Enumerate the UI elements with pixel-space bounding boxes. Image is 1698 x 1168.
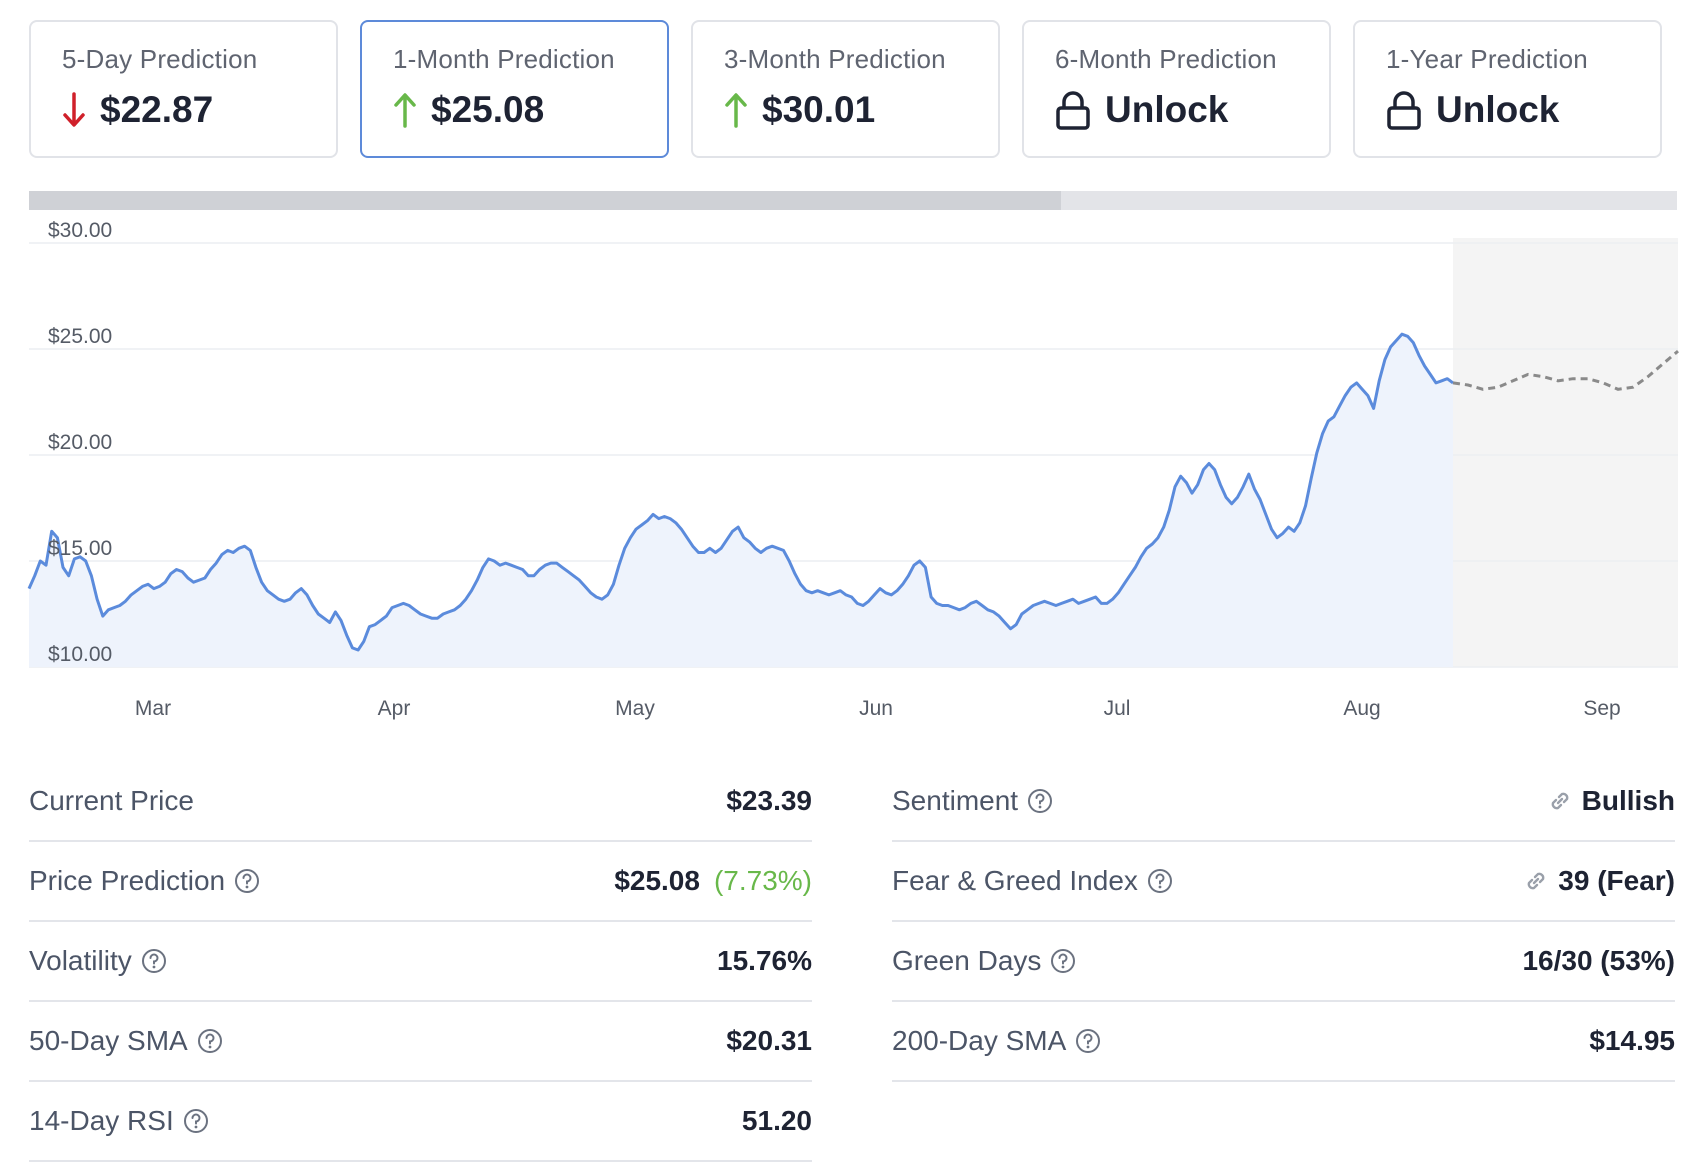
stat-row-200-day-sma: 200-Day SMA $14.95 bbox=[892, 1002, 1675, 1082]
stat-row-50-day-sma: 50-Day SMA $20.31 bbox=[29, 1002, 812, 1082]
help-icon[interactable] bbox=[1147, 868, 1173, 894]
y-tick-label: $20.00 bbox=[48, 431, 112, 454]
stat-row-14-day-rsi: 14-Day RSI 51.20 bbox=[29, 1082, 812, 1162]
y-tick-label: $25.00 bbox=[48, 325, 112, 348]
link-icon[interactable] bbox=[1522, 867, 1550, 895]
stats-left: Current Price $23.39 Price Prediction $2… bbox=[29, 762, 812, 1162]
card-value: $22.87 bbox=[100, 89, 214, 130]
card-1-month-prediction[interactable]: 1-Month Prediction $25.08 bbox=[360, 20, 669, 158]
card-6-month-prediction[interactable]: 6-Month Prediction Unlock bbox=[1022, 20, 1331, 158]
card-value: Unlock bbox=[1436, 89, 1560, 130]
price-chart: $30.00 $25.00 $20.00 $15.00 $10.00 Mar Apr May J… bbox=[27, 219, 1679, 720]
stat-row-volatility: Volatility 15.76% bbox=[29, 922, 812, 1002]
arrow-down-icon bbox=[63, 92, 85, 127]
card-value: $30.01 bbox=[762, 89, 876, 130]
stat-value: 15.76% bbox=[717, 945, 812, 976]
card-label: 1-Year Prediction bbox=[1386, 44, 1588, 74]
stat-label: Current Price bbox=[29, 785, 194, 816]
link-icon[interactable] bbox=[1546, 787, 1574, 815]
stat-label: Fear & Greed Index bbox=[892, 865, 1138, 896]
stat-row-green-days: Green Days 16/30 (53%) bbox=[892, 922, 1675, 1002]
lock-icon bbox=[1056, 91, 1090, 130]
stat-label: Sentiment bbox=[892, 785, 1019, 816]
stat-value: $20.31 bbox=[726, 1025, 812, 1056]
card-1-year-prediction[interactable]: 1-Year Prediction Unlock bbox=[1353, 20, 1662, 158]
x-tick-label: Sep bbox=[1583, 697, 1620, 720]
card-3-month-prediction[interactable]: 3-Month Prediction $30.01 bbox=[691, 20, 1000, 158]
price-line bbox=[27, 332, 1454, 652]
lock-icon bbox=[1387, 91, 1421, 130]
x-tick-label: Apr bbox=[378, 697, 411, 720]
help-icon[interactable] bbox=[197, 1028, 223, 1054]
stat-change-percent: (7.73%) bbox=[713, 865, 812, 896]
prediction-cards: 5-Day Prediction $22.87 1-Month Predicti… bbox=[29, 20, 1662, 158]
stat-label: 200-Day SMA bbox=[892, 1025, 1067, 1056]
card-value: $25.08 bbox=[431, 89, 545, 130]
stat-value: $23.39 bbox=[726, 785, 812, 816]
stat-value: $14.95 bbox=[1589, 1025, 1675, 1056]
card-label: 3-Month Prediction bbox=[724, 44, 946, 74]
stat-value: $25.08 bbox=[614, 865, 700, 896]
stat-row-sentiment: Sentiment Bullish bbox=[892, 762, 1675, 842]
range-scrollbar[interactable] bbox=[29, 191, 1677, 210]
x-tick-label: Mar bbox=[135, 697, 171, 720]
arrow-up-icon bbox=[394, 93, 416, 128]
arrow-up-icon bbox=[725, 93, 747, 128]
stat-row-current-price: Current Price $23.39 bbox=[29, 762, 812, 842]
stat-label: Volatility bbox=[29, 945, 132, 976]
stats-right: Sentiment Bullish Fear & Greed Index 39 … bbox=[892, 762, 1675, 1082]
x-tick-label: Jun bbox=[859, 697, 893, 720]
help-icon[interactable] bbox=[1050, 948, 1076, 974]
x-tick-label: May bbox=[615, 697, 655, 720]
help-icon[interactable] bbox=[1027, 788, 1053, 814]
forecast-background bbox=[1453, 238, 1678, 667]
card-label: 6-Month Prediction bbox=[1055, 44, 1277, 74]
card-label: 5-Day Prediction bbox=[62, 44, 258, 74]
stat-row-fear-greed-index: Fear & Greed Index 39 (Fear) bbox=[892, 842, 1675, 922]
forecast-line bbox=[1452, 349, 1679, 391]
stat-value: 39 (Fear) bbox=[1558, 865, 1675, 896]
help-icon[interactable] bbox=[141, 948, 167, 974]
stat-label: 14-Day RSI bbox=[29, 1105, 174, 1136]
y-tick-label: $10.00 bbox=[48, 643, 112, 666]
x-tick-label: Jul bbox=[1104, 697, 1131, 720]
stat-row-price-prediction: Price Prediction $25.08 (7.73%) bbox=[29, 842, 812, 922]
stat-value: 16/30 (53%) bbox=[1522, 945, 1675, 976]
card-label: 1-Month Prediction bbox=[393, 44, 615, 74]
card-5-day-prediction[interactable]: 5-Day Prediction $22.87 bbox=[29, 20, 338, 158]
y-tick-label: $15.00 bbox=[48, 537, 112, 560]
stat-label: Price Prediction bbox=[29, 865, 226, 896]
y-tick-label: $30.00 bbox=[48, 219, 112, 242]
stat-value: Bullish bbox=[1581, 785, 1675, 816]
stat-label: Green Days bbox=[892, 945, 1042, 976]
range-scrollbar-thumb[interactable] bbox=[29, 191, 1061, 210]
help-icon[interactable] bbox=[1075, 1028, 1101, 1054]
x-tick-label: Aug bbox=[1343, 697, 1380, 720]
help-icon[interactable] bbox=[234, 868, 260, 894]
stat-value: 51.20 bbox=[741, 1105, 812, 1136]
price-area bbox=[29, 334, 1453, 667]
card-value: Unlock bbox=[1105, 89, 1229, 130]
help-icon[interactable] bbox=[183, 1108, 209, 1134]
stat-label: 50-Day SMA bbox=[29, 1025, 188, 1056]
